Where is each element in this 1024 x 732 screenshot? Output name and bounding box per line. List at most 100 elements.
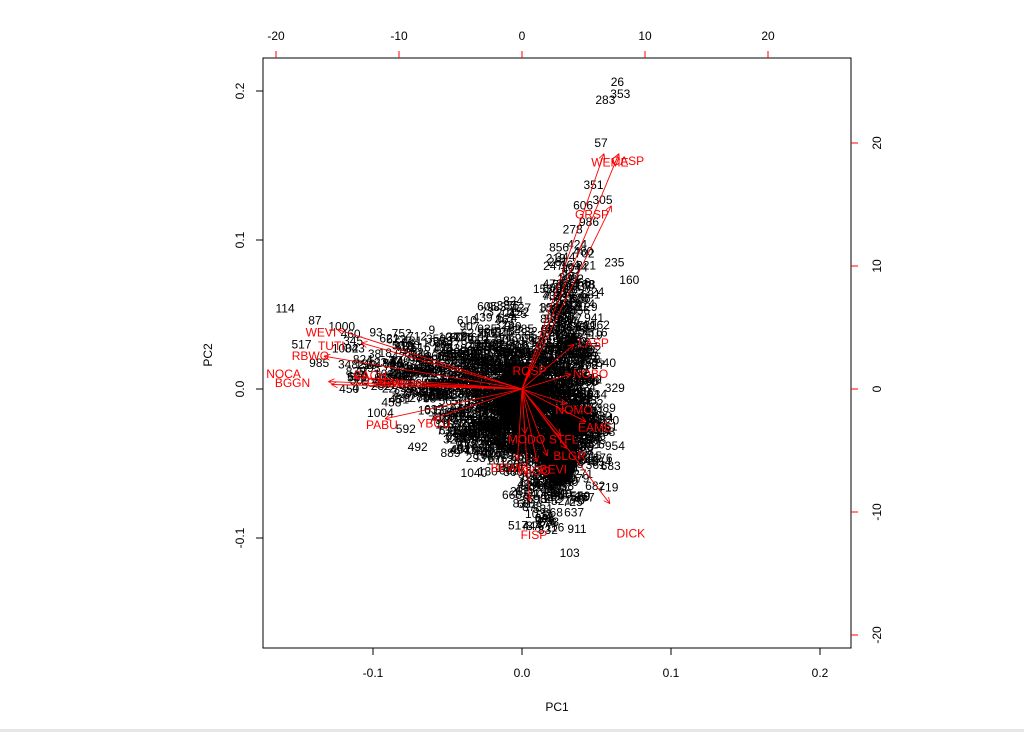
observation-label: 611 <box>387 368 406 382</box>
observation-label: 665 <box>415 364 435 378</box>
observation-label: 281 <box>456 356 476 370</box>
loading-label: CARW <box>367 376 404 390</box>
observation-label: 8 <box>499 413 506 427</box>
observation-label: 809 <box>508 339 528 353</box>
observation-label: 114 <box>452 346 471 360</box>
observation-label: 880 <box>470 348 490 362</box>
observation-label: 72 <box>463 426 477 440</box>
observation-label: 1037 <box>461 432 488 446</box>
observation-label: 612 <box>575 424 595 438</box>
observation-label: 222 <box>518 435 538 449</box>
observation-label: 640 <box>582 372 602 386</box>
observation-label: 945 <box>457 390 477 404</box>
observation-label: 214 <box>478 364 498 378</box>
loading-label: RBWO <box>292 349 329 363</box>
observation-label: 486 <box>433 387 453 401</box>
observation-label: 481 <box>402 334 422 348</box>
y-tick-label: 0.1 <box>233 231 247 248</box>
observation-label: 891 <box>477 400 497 414</box>
observation-label: 188 <box>476 391 496 405</box>
observation-label: 487 <box>540 343 560 357</box>
observation-label: 637 <box>424 402 444 416</box>
observation-label: 80 <box>495 420 509 434</box>
observation-label: 797 <box>468 369 488 383</box>
observation-label: 653 <box>524 328 544 342</box>
observation-label: 378 <box>454 426 474 440</box>
observation-label: 922 <box>559 360 579 374</box>
observation-label: 130 <box>478 464 498 478</box>
observation-label: 1034 <box>470 340 497 354</box>
observation-label: 715 <box>571 393 591 407</box>
observation-label: 816 <box>519 347 539 361</box>
observation-label: 851 <box>476 402 496 416</box>
observation-label: 616 <box>411 340 431 354</box>
observation-label: 998 <box>581 421 601 435</box>
observation-label: 1006 <box>567 385 594 399</box>
observation-label: 710 <box>475 414 495 428</box>
observation-label: 332 <box>458 387 478 401</box>
observation-label: 1017 <box>555 312 582 326</box>
observation-label: 422 <box>412 353 432 367</box>
observation-label: 183 <box>535 356 555 370</box>
observation-label: 906 <box>515 331 535 345</box>
observation-label: 156 <box>449 350 469 364</box>
observation-label: 3 <box>519 347 526 361</box>
observation-label: 677 <box>483 417 503 431</box>
observation-label: 279 <box>422 385 442 399</box>
observation-label: 470 <box>489 425 509 439</box>
observation-label: 1002 <box>462 427 489 441</box>
observation-label: 876 <box>473 362 493 376</box>
observation-label: 345 <box>343 334 363 348</box>
observation-label: 916 <box>495 325 515 339</box>
observation-label: 427 <box>511 301 531 315</box>
observation-label: 879 <box>466 388 486 402</box>
loading-label: MODO <box>508 433 545 447</box>
observation-label: 325 <box>507 307 527 321</box>
observation-label: 201 <box>545 377 565 391</box>
observation-label: 240 <box>390 354 410 368</box>
observation-label: 329 <box>605 381 625 395</box>
observation-label: 711 <box>467 374 486 388</box>
loading-label: BLGR <box>553 449 586 463</box>
observation-label: 708 <box>416 392 436 406</box>
observation-label: 492 <box>408 440 428 454</box>
observation-label: 156 <box>545 363 565 377</box>
observation-label: 595 <box>518 437 538 451</box>
loading-label: STFL <box>549 433 579 447</box>
loading-label: BGGN <box>275 376 310 390</box>
observation-label: 26 <box>493 346 507 360</box>
observation-label: 810 <box>503 348 523 362</box>
top-tick-label: 0 <box>519 29 526 43</box>
observation-label: 601 <box>470 331 490 345</box>
observation-label: 157 <box>546 329 566 343</box>
observation-label: 540 <box>596 356 616 370</box>
observation-label: 867 <box>495 313 515 327</box>
observation-label: 778 <box>549 388 569 402</box>
observation-label: 27 <box>571 352 585 366</box>
observation-label: 390 <box>473 353 493 367</box>
observation-label: 733 <box>482 327 502 341</box>
observation-label: 133 <box>437 349 457 363</box>
observation-label: 72 <box>504 323 518 337</box>
observation-label: 344 <box>555 250 575 264</box>
observation-label: 103 <box>560 546 580 560</box>
observation-label: 221 <box>576 258 596 272</box>
observation-label: 439 <box>473 310 493 324</box>
observation-label: 237 <box>490 423 510 437</box>
observation-label: 1044 <box>404 361 431 375</box>
observation-label: 160 <box>619 273 639 287</box>
observation-label: 59 <box>585 406 599 420</box>
observation-label: 1027 <box>578 358 605 372</box>
observation-label: 547 <box>433 371 453 385</box>
observation-label: 752 <box>392 327 412 341</box>
observation-label: 937 <box>549 382 569 396</box>
observation-label: 1032 <box>525 507 552 521</box>
loading-label: ROSP <box>512 364 546 378</box>
observation-label: 842 <box>523 349 543 363</box>
observation-label: 374 <box>481 355 501 369</box>
observation-label: 817 <box>558 314 578 328</box>
observation-label: 866 <box>460 426 480 440</box>
observation-label: 620 <box>565 357 585 371</box>
observation-label: 305 <box>592 193 612 207</box>
